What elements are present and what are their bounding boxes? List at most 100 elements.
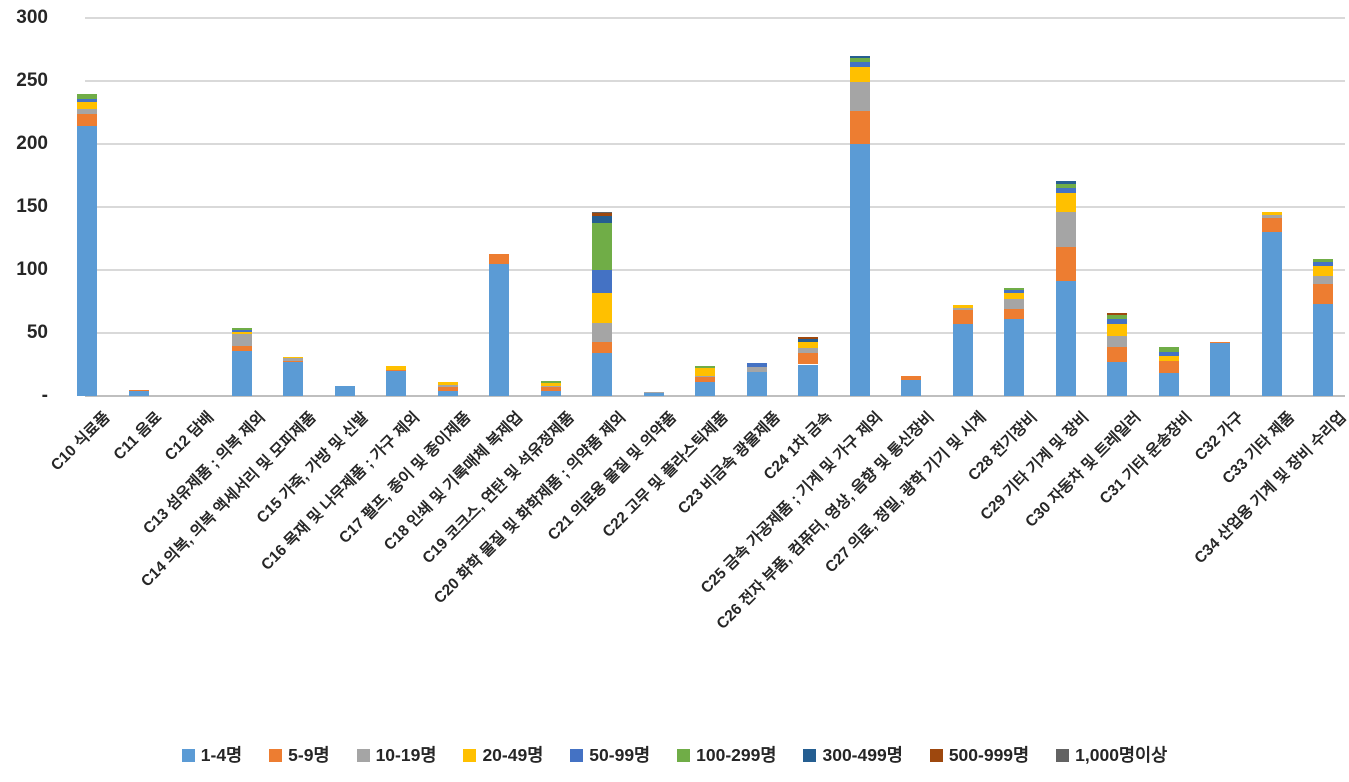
legend-label: 50-99명: [589, 745, 651, 765]
bar-segment-20-49명: [1158, 355, 1179, 361]
bar-segment-5-9명: [952, 310, 973, 325]
bar-segment-10-19명: [1004, 298, 1024, 310]
bar-segment-20-49명: [283, 356, 303, 359]
bar-segment-5-9명: [1158, 360, 1179, 374]
bar-segment-10-19명: [849, 82, 870, 112]
bar-segment-10-19명: [695, 375, 715, 378]
bar-segment-5-9명: [128, 389, 149, 391]
bar-segment-50-99명: [231, 330, 252, 332]
bar-segment-20-49명: [1107, 324, 1127, 336]
legend-swatch-icon: [570, 748, 584, 762]
bar-segment-20-49명: [386, 365, 406, 370]
x-axis-category-label: C10 식료품: [48, 408, 114, 475]
bar-segment-1-4명: [540, 390, 561, 396]
bar-segment-1-4명: [437, 390, 458, 396]
legend-item-100-299명: 100-299명: [677, 746, 776, 764]
gridline-300: [85, 17, 1345, 19]
y-axis-tick-label: 100: [16, 259, 48, 280]
legend-item-5-9명: 5-9명: [269, 745, 330, 765]
bar-segment-1-4명: [386, 370, 406, 396]
bar-segment-5-9명: [1107, 346, 1127, 362]
bar-segment-10-19명: [1055, 212, 1076, 248]
bar-segment-500-999명: [592, 213, 612, 216]
legend-swatch-icon: [929, 748, 943, 762]
bar-segment-50-99명: [1055, 188, 1076, 194]
bar-segment-10-19명: [437, 384, 458, 388]
bar-segment-5-9명: [283, 360, 303, 362]
bar-segment-500-999명: [1107, 312, 1127, 316]
bar-segment-1-4명: [746, 372, 767, 396]
bar-segment-100-299명: [1107, 315, 1127, 320]
y-axis-tick-label: 250: [16, 70, 48, 91]
bar-segment-1-4명: [1055, 281, 1076, 396]
bar-segment-50-99명: [746, 363, 767, 367]
legend: 1-4명 5-9명 10-19명 20-49명 50-99명 100-299명 300-49…: [0, 746, 1349, 764]
bar-segment-20-49명: [1004, 292, 1024, 299]
bar-segment-50-99명: [849, 62, 870, 68]
legend-item-50-99명: 50-99명: [570, 746, 650, 764]
bar-segment-20-49명: [437, 382, 458, 385]
bar-segment-50-99명: [1107, 319, 1127, 325]
legend-item-300-499명: 300-499명: [803, 745, 903, 765]
legend-item-1-4명: 1-4명: [181, 746, 242, 764]
bar-segment-10-19명: [283, 358, 303, 361]
bar-segment-1-4명: [901, 379, 921, 396]
bar-segment-1-4명: [77, 126, 97, 396]
legend-item-500-999명: 500-999명: [929, 745, 1030, 765]
bar-segment-100-299명: [592, 223, 612, 270]
bar-segment-1-4명: [1158, 373, 1179, 396]
bar-segment-50-99명: [77, 98, 97, 103]
legend-label: 5-9명: [288, 745, 330, 765]
bar-segment-1-4명: [283, 361, 303, 396]
bar-segment-5-9명: [540, 387, 561, 391]
bar-segment-300-499명: [849, 55, 870, 59]
bar-segment-20-49명: [849, 67, 870, 83]
bar-segment-5-9명: [489, 253, 509, 264]
gridline-200: [85, 143, 1345, 145]
y-axis-tick-label: 150: [16, 196, 48, 217]
bar-segment-10-19명: [1107, 335, 1127, 347]
bar-segment-1-4명: [1261, 232, 1282, 396]
bar-segment-1-4명: [231, 350, 252, 396]
bar-segment-20-49명: [592, 292, 612, 323]
legend-item-10-19명: 10-19명: [356, 746, 436, 764]
y-axis-tick-label: 50: [26, 322, 48, 343]
legend-label: 300-499명: [822, 745, 903, 765]
bar-segment-300-499명: [798, 339, 818, 342]
gridline-0: [85, 395, 1345, 397]
bar-segment-50-99명: [1004, 290, 1024, 293]
bar-segment-50-99명: [592, 270, 612, 293]
legend-label: 100-299명: [696, 745, 777, 765]
bar-segment-20-49명: [1055, 193, 1076, 213]
bar-segment-1-4명: [489, 263, 509, 396]
bar-segment-100-299명: [540, 380, 561, 384]
bar-segment-5-9명: [77, 113, 97, 127]
bar-segment-10-19명: [77, 108, 97, 114]
bar-segment-5-9명: [901, 375, 921, 380]
bar-segment-5-9명: [386, 369, 406, 371]
bar-segment-5-9명: [1004, 309, 1024, 320]
bar-segment-10-19명: [746, 367, 767, 373]
bar-segment-5-9명: [1313, 283, 1333, 305]
gridline-50: [85, 332, 1345, 334]
bar-segment-1-4명: [798, 364, 818, 396]
bar-segment-10-19명: [952, 307, 973, 311]
legend-label: 20-49명: [482, 745, 544, 765]
legend-label: 500-999명: [948, 745, 1030, 765]
bar-segment-20-49명: [1261, 212, 1282, 215]
bar-segment-5-9명: [592, 341, 612, 354]
bar-segment-5-9명: [695, 377, 715, 383]
bar-segment-10-19명: [643, 392, 664, 394]
bar-segment-100-299명: [77, 93, 97, 99]
bar-segment-1-4명: [1210, 343, 1230, 396]
legend-swatch-icon: [803, 748, 817, 762]
bar-segment-1-4명: [334, 385, 355, 396]
x-axis-category-label: C11 음료: [110, 408, 166, 464]
legend-swatch-icon: [677, 748, 691, 762]
bar-segment-10-19명: [540, 385, 561, 388]
bar-segment-1-4명: [849, 144, 870, 396]
bar-segment-50-99명: [1158, 351, 1179, 356]
bar-segment-1-4명: [952, 324, 973, 396]
legend-swatch-icon: [181, 748, 195, 762]
